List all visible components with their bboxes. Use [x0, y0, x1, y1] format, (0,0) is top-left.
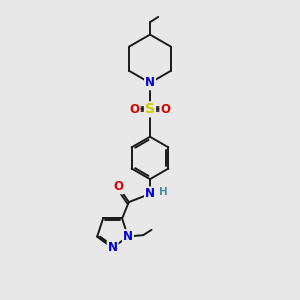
Text: S: S: [145, 102, 155, 116]
Text: N: N: [108, 241, 118, 254]
Text: O: O: [130, 103, 140, 116]
Text: O: O: [113, 180, 124, 193]
Text: N: N: [145, 76, 155, 89]
Text: N: N: [145, 188, 155, 200]
Text: H: H: [159, 188, 168, 197]
Text: O: O: [160, 103, 170, 116]
Text: N: N: [123, 230, 133, 243]
